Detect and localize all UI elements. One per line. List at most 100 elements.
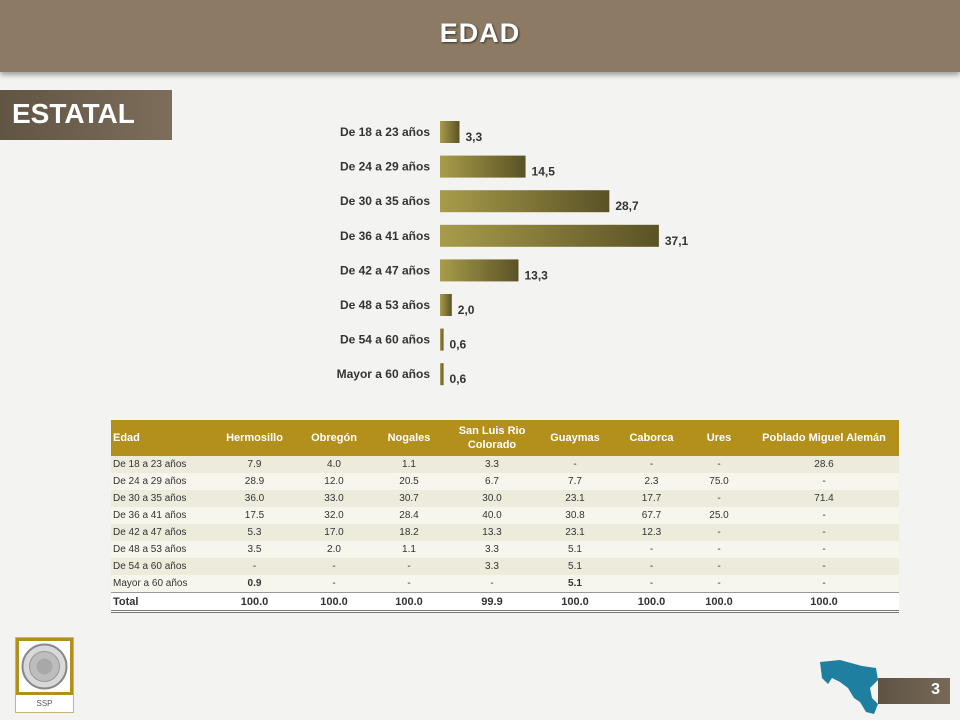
table-cell: 5.1 (536, 541, 614, 558)
table-row: De 48 a 53 años 3.5 2.0 1.1 3.3 5.1- - - (111, 541, 899, 558)
ssp-logo: SSP (15, 637, 74, 713)
table-cell: 30.7 (370, 490, 448, 507)
section-label: ESTATAL (12, 98, 135, 129)
table-cell: - (614, 558, 689, 575)
age-table-container: Edad Hermosillo Obregón Nogales San Luis Rio… (111, 420, 899, 613)
total-cell: 100.0 (614, 592, 689, 613)
value-label: 3,3 (465, 130, 482, 144)
table-cell: 7.7 (536, 473, 614, 490)
table-cell: 28.6 (749, 456, 899, 473)
table-cell: 3.5 (211, 541, 298, 558)
table-cell: De 42 a 47 años (111, 524, 211, 541)
column-header: Ures (689, 420, 749, 456)
column-header: Caborca (614, 420, 689, 456)
table-cell: 2.3 (614, 473, 689, 490)
value-label: 28,7 (615, 199, 639, 213)
logo-label: SSP (16, 695, 73, 712)
table-cell: 33.0 (298, 490, 370, 507)
total-cell: Total (111, 592, 211, 613)
table-header-row: Edad Hermosillo Obregón Nogales San Luis Rio… (111, 420, 899, 456)
table-cell: - (689, 558, 749, 575)
table-cell: - (689, 541, 749, 558)
total-cell: 100.0 (370, 592, 448, 613)
age-bar-chart: De 18 a 23 años 3,3 De 24 a 29 años 14,5 De … (337, 121, 689, 386)
table-cell: - (614, 456, 689, 473)
table-cell: 71.4 (749, 490, 899, 507)
table-total-row: Total 100.0 100.0 100.0 99.9 100.0 100.0 100.0 1… (111, 592, 899, 613)
table-cell: 2.0 (298, 541, 370, 558)
column-header: Poblado Miguel Alemán (749, 420, 899, 456)
table-cell: 3.3 (448, 558, 536, 575)
table-cell: 40.0 (448, 507, 536, 524)
table-cell: 4.0 (298, 456, 370, 473)
table-cell: 3.3 (448, 456, 536, 473)
category-label: De 36 a 41 años (340, 229, 430, 243)
table-cell: 75.0 (689, 473, 749, 490)
total-cell: 100.0 (689, 592, 749, 613)
table-cell: - (370, 575, 448, 593)
bar (440, 121, 460, 143)
table-cell: 1.1 (370, 541, 448, 558)
bar (440, 259, 519, 282)
table-cell: 5.1 (536, 575, 614, 593)
column-header: San Luis Rio Colorado (448, 420, 536, 456)
total-cell: 100.0 (298, 592, 370, 613)
table-row: De 42 a 47 años 5.3 17.0 18.2 13.3 23.1 12.3- - (111, 524, 899, 541)
table-cell: 12.3 (614, 524, 689, 541)
section-label-box: ESTATAL (0, 90, 172, 140)
bar (440, 328, 444, 351)
category-label: De 24 a 29 años (340, 160, 430, 174)
table-cell: - (749, 473, 899, 490)
table-cell: - (689, 575, 749, 593)
category-label: De 18 a 23 años (340, 125, 430, 139)
table-cell: 28.4 (370, 507, 448, 524)
table-cell: 20.5 (370, 473, 448, 490)
table-cell: - (614, 575, 689, 593)
table-cell: 23.1 (536, 490, 614, 507)
value-label: 13,3 (524, 268, 548, 282)
value-label: 2,0 (458, 303, 475, 317)
table-cell: - (448, 575, 536, 593)
bar (440, 155, 526, 178)
table-cell: 30.0 (448, 490, 536, 507)
page-number: 3 (931, 681, 940, 698)
table-cell: 17.0 (298, 524, 370, 541)
column-header: Edad (111, 420, 211, 456)
table-cell: - (749, 541, 899, 558)
table-cell: 30.8 (536, 507, 614, 524)
table-cell: De 24 a 29 años (111, 473, 211, 490)
column-header: Hermosillo (211, 420, 298, 456)
table-cell: 12.0 (298, 473, 370, 490)
table-row: De 36 a 41 años 17.5 32.0 28.4 40.0 30.8 67.7 2… (111, 507, 899, 524)
table-cell: - (689, 524, 749, 541)
value-label: 0,6 (450, 338, 467, 352)
table-cell: Mayor a 60 años (111, 575, 211, 593)
table-cell: 0.9 (211, 575, 298, 593)
table-cell: - (614, 541, 689, 558)
table-row: De 30 a 35 años 36.0 33.0 30.7 30.0 23.1 17.7-… (111, 490, 899, 507)
table-cell: - (689, 456, 749, 473)
table-cell: 13.3 (448, 524, 536, 541)
table-cell: 67.7 (614, 507, 689, 524)
table-cell: - (749, 575, 899, 593)
bar (440, 363, 444, 386)
column-header: Obregón (298, 420, 370, 456)
category-label: De 30 a 35 años (340, 194, 430, 208)
total-cell: 99.9 (448, 592, 536, 613)
table-cell: 25.0 (689, 507, 749, 524)
bar (440, 224, 659, 247)
table-cell: 5.1 (536, 558, 614, 575)
seal-image (19, 641, 70, 692)
table-cell: - (689, 490, 749, 507)
table-cell: 6.7 (448, 473, 536, 490)
table-cell: 32.0 (298, 507, 370, 524)
table-cell: De 54 a 60 años (111, 558, 211, 575)
total-cell: 100.0 (536, 592, 614, 613)
table-cell: - (370, 558, 448, 575)
table-cell: - (749, 558, 899, 575)
table-cell: - (749, 507, 899, 524)
header-bar: EDAD (0, 0, 960, 72)
column-header: Nogales (370, 420, 448, 456)
table-row: Mayor a 60 años 0.9- - -5.1- - - (111, 575, 899, 593)
table-cell: - (749, 524, 899, 541)
